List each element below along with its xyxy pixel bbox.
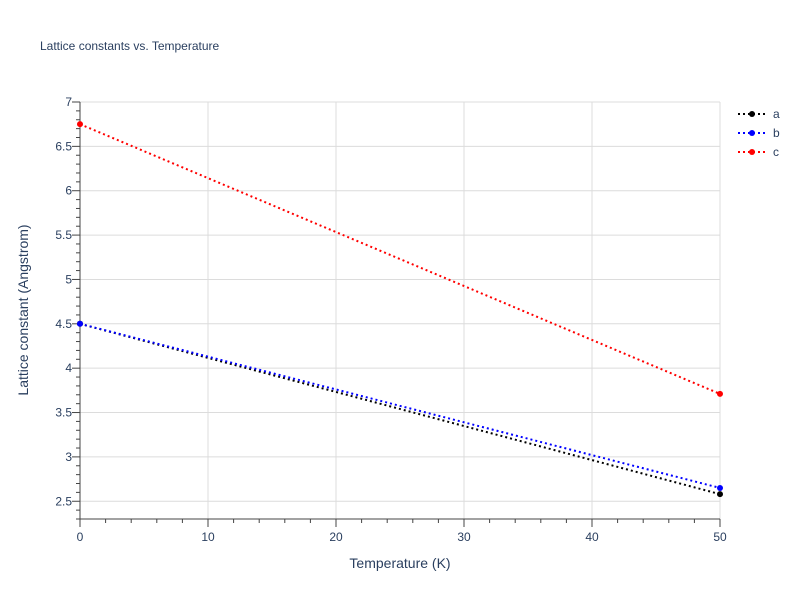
series-layer (77, 121, 723, 498)
legend[interactable]: abc (738, 107, 780, 159)
x-tick-label: 50 (713, 530, 727, 544)
y-tick-label: 2.5 (55, 494, 72, 508)
y-tick-label: 4.5 (55, 317, 72, 331)
data-point-b (717, 484, 723, 491)
legend-label-a[interactable]: a (773, 107, 780, 121)
y-tick-label: 5 (65, 272, 72, 286)
y-tick-label: 3.5 (55, 406, 72, 420)
y-tick-label: 4 (65, 361, 72, 375)
x-tick-label: 10 (201, 530, 215, 544)
y-tick-label: 6 (65, 184, 72, 198)
data-point-c (717, 390, 723, 397)
y-tick-label: 5.5 (55, 228, 72, 242)
legend-label-c[interactable]: c (773, 145, 779, 159)
legend-swatch-marker-a[interactable] (749, 111, 755, 117)
data-point-b (77, 320, 83, 327)
x-axis-title: Temperature (K) (349, 555, 450, 571)
y-tick-label: 7 (65, 95, 72, 109)
y-tick-label: 6.5 (55, 139, 72, 153)
legend-swatch-marker-c[interactable] (749, 149, 755, 155)
y-axis-title: Lattice constant (Angstrom) (15, 224, 31, 395)
x-tick-label: 0 (77, 530, 84, 544)
data-point-a (717, 491, 723, 498)
data-point-c (77, 121, 83, 128)
chart-title: Lattice constants vs. Temperature (40, 39, 220, 53)
x-tick-label: 30 (457, 530, 471, 544)
y-tick-label: 3 (65, 450, 72, 464)
grid (80, 101, 721, 519)
legend-swatch-marker-b[interactable] (749, 130, 755, 136)
series-line-a (79, 322, 721, 496)
x-tick-label: 20 (329, 530, 343, 544)
series-line-c (79, 123, 721, 395)
axes: 0 10 20 30 40 50 2.5 3 3.5 4 4.5 5 5.5 6 6.5 7 (55, 95, 727, 544)
series-line-b (79, 322, 721, 489)
legend-label-b[interactable]: b (773, 126, 780, 140)
x-tick-label: 40 (585, 530, 599, 544)
